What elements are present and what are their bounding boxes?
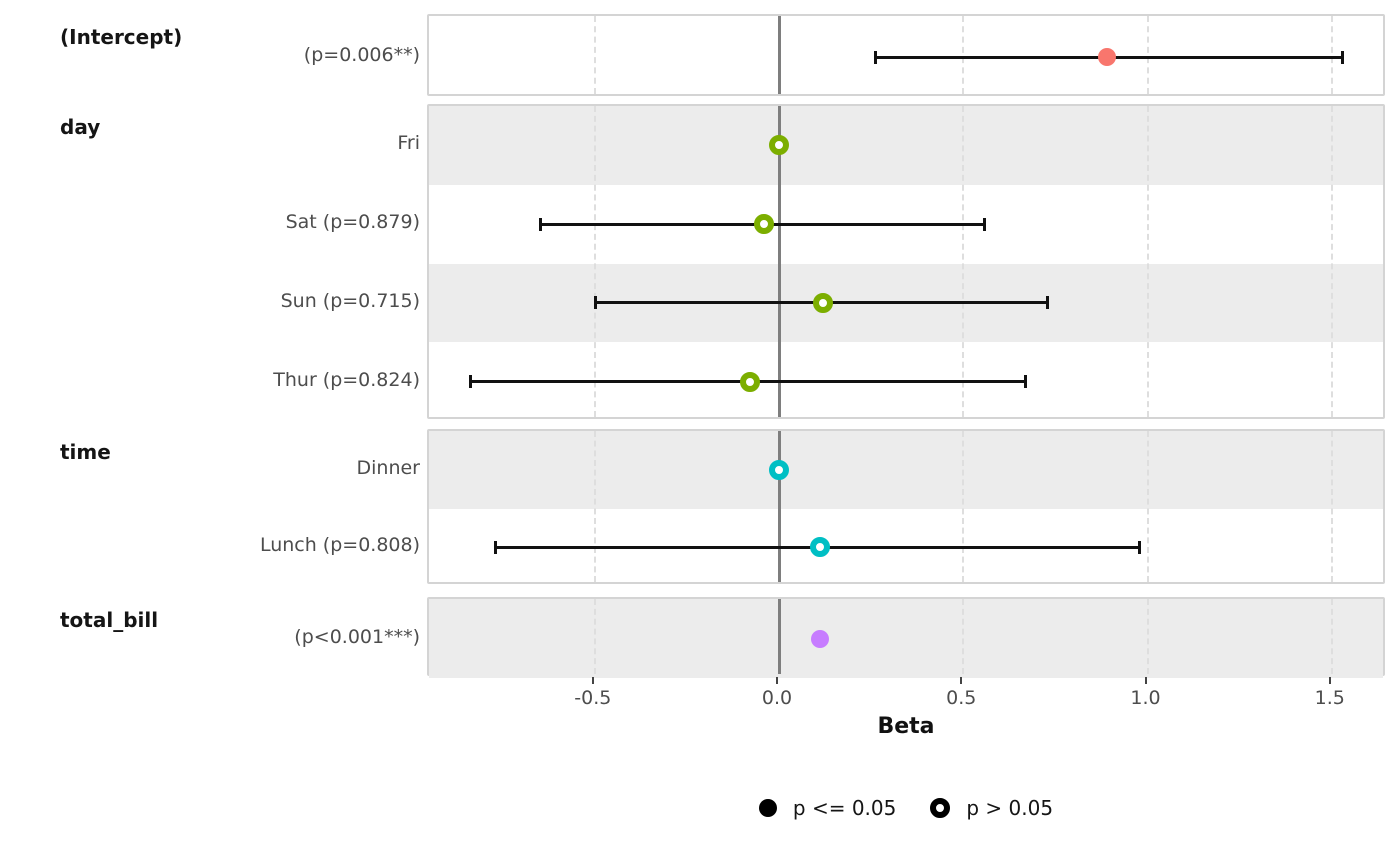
point-sun-p-0-715 [813, 292, 834, 313]
variable-label-day: day [60, 115, 101, 139]
ci-cap-low-lunch-p-0-808 [494, 540, 498, 554]
hollow-dot-icon [930, 798, 951, 818]
zero-reference-line [777, 106, 781, 417]
x-tick-mark--0.5 [591, 677, 594, 684]
ci-cap-low-p-0-006 [873, 50, 877, 64]
gridline--0.5 [593, 431, 596, 582]
gridline-1.0 [1146, 599, 1149, 674]
gridline-0.5 [962, 106, 965, 417]
row-stripe-dinner [429, 431, 1383, 509]
point-fri [769, 135, 790, 156]
facet-panel-time [427, 429, 1385, 584]
term-label-dinner: Dinner [356, 456, 421, 479]
term-label-sun-p-0-715: Sun (p=0.715) [280, 289, 420, 312]
zero-reference-line [777, 599, 781, 674]
gridline-0.5 [962, 599, 965, 674]
gridline--0.5 [593, 106, 596, 417]
legend-label-significant: p <= 0.05 [792, 796, 897, 820]
term-label-fri: Fri [397, 132, 420, 155]
x-tick-label-0.0: 0.0 [761, 687, 793, 709]
gridline-1.0 [1146, 106, 1149, 417]
ci-cap-low-sat-p-0-879 [538, 217, 542, 231]
ci-cap-low-sun-p-0-715 [593, 296, 597, 310]
point-lunch-p-0-808 [809, 537, 830, 558]
gridline-0.5 [962, 16, 965, 94]
row-stripe-p-0-001 [429, 599, 1383, 678]
facet-panel-day [427, 104, 1385, 419]
legend-item-significant: p <= 0.05 [758, 796, 897, 820]
term-label-lunch-p-0-808: Lunch (p=0.808) [259, 534, 420, 557]
zero-reference-line [777, 431, 781, 582]
row-stripe-fri [429, 106, 1383, 185]
x-tick-mark-1.0 [1144, 677, 1147, 684]
x-tick-mark-1.5 [1328, 677, 1331, 684]
ci-cap-high-thur-p-0-824 [1023, 375, 1027, 389]
ci-cap-high-sun-p-0-715 [1046, 296, 1049, 310]
legend-label-not-significant: p > 0.05 [966, 796, 1054, 820]
x-tick-label-1.0: 1.0 [1130, 687, 1161, 709]
variable-label-total-bill: total_bill [60, 608, 159, 632]
point-sat-p-0-879 [754, 214, 775, 235]
term-label-p-0-001: (p<0.001***) [294, 625, 420, 648]
x-tick-label-0.5: 0.5 [946, 687, 977, 709]
ci-cap-high-lunch-p-0-808 [1138, 540, 1142, 554]
point-thur-p-0-824 [739, 371, 760, 392]
zero-reference-line [777, 16, 781, 94]
gridline-0.5 [962, 431, 965, 582]
gridline-1.5 [1330, 16, 1333, 94]
ci-cap-low-thur-p-0-824 [468, 375, 472, 389]
term-label-thur-p-0-824: Thur (p=0.824) [273, 368, 420, 391]
legend-item-not-significant: p > 0.05 [930, 796, 1053, 820]
filled-dot-icon [758, 799, 777, 817]
facet-panel-intercept [427, 14, 1385, 96]
ci-cap-high-p-0-006 [1340, 50, 1344, 64]
x-axis-title: Beta [877, 714, 935, 739]
point-p-0-001 [810, 629, 829, 648]
gridline-1.0 [1146, 16, 1149, 94]
x-tick-label-1.5: 1.5 [1314, 687, 1345, 709]
variable-label-intercept: (Intercept) [60, 25, 183, 49]
term-label-sat-p-0-879: Sat (p=0.879) [285, 211, 420, 234]
x-tick-label--0.5: -0.5 [574, 687, 612, 709]
significance-legend: p <= 0.05 p > 0.05 [427, 796, 1385, 820]
gridline--0.5 [593, 16, 596, 94]
point-dinner [769, 459, 790, 480]
gridline-1.5 [1330, 431, 1333, 582]
gridline-1.5 [1330, 599, 1333, 674]
facet-panel-total-bill [427, 597, 1385, 678]
term-label-p-0-006: (p=0.006**) [303, 44, 420, 66]
x-tick-mark-0.5 [960, 677, 963, 684]
point-p-0-006 [1097, 48, 1116, 66]
gridline-1.0 [1146, 431, 1149, 582]
ci-cap-high-sat-p-0-879 [983, 217, 987, 231]
gridline-1.5 [1330, 106, 1333, 417]
x-tick-mark-0.0 [776, 677, 779, 684]
gridline--0.5 [593, 599, 596, 674]
variable-label-time: time [60, 440, 111, 464]
